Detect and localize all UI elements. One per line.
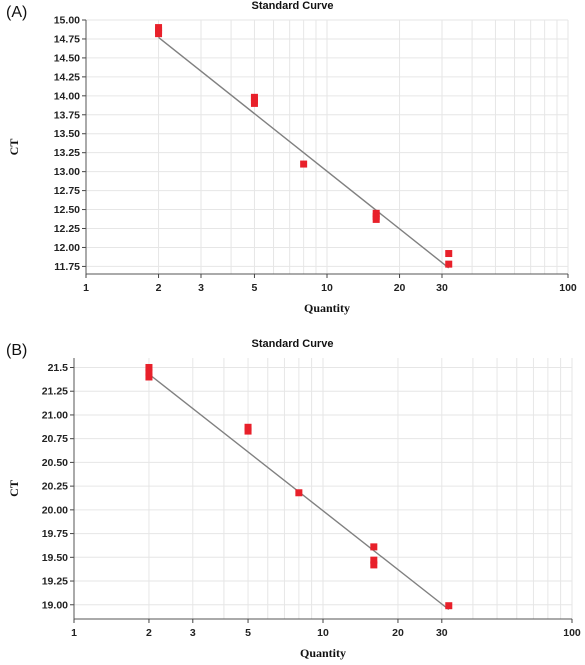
chart-panel-b: (B) Standard Curve 21.5 21.25 21.00 20.75 20… <box>0 338 585 665</box>
x-tick-label: 30 <box>436 282 448 294</box>
y-tick-label: 12.25 <box>54 223 80 235</box>
data-point <box>445 260 453 268</box>
data-point <box>370 556 378 564</box>
y-tick-label: 12.75 <box>54 185 80 197</box>
data-point <box>244 423 252 431</box>
data-point <box>145 368 153 376</box>
y-tick-label: 20.00 <box>42 504 68 516</box>
y-tick-label: 20.50 <box>42 457 68 469</box>
x-tick-label: 2 <box>156 282 162 294</box>
x-tick-label: 30 <box>436 627 448 639</box>
y-tick-label: 13.00 <box>54 166 80 178</box>
data-point <box>370 561 378 569</box>
chart-panel-a: (A) Standard Curve 15.00 14.75 14.50 14.25 1… <box>0 0 585 330</box>
chart-plot: 21.5 21.25 21.00 20.75 20.50 20.25 20.00 19.75 1… <box>7 358 581 660</box>
data-point <box>250 99 258 107</box>
x-tick-label: 3 <box>198 282 204 294</box>
data-point <box>244 427 252 435</box>
y-tick-label: 13.50 <box>54 128 80 140</box>
data-point <box>145 373 153 381</box>
y-tick-label: 21.25 <box>42 386 68 398</box>
y-tick-label: 19.00 <box>42 599 68 611</box>
x-axis-title: Quantity <box>304 301 350 315</box>
y-tick-label: 14.25 <box>54 71 80 83</box>
y-tick-label: 14.00 <box>54 90 80 102</box>
x-tick-label: 1 <box>83 282 89 294</box>
y-axis-title: CT <box>7 480 21 497</box>
data-point <box>300 160 308 168</box>
x-tick-label: 10 <box>321 282 333 294</box>
data-point <box>155 30 163 38</box>
x-tick-label: 100 <box>563 627 581 639</box>
x-tick-label: 5 <box>245 627 251 639</box>
y-tick-label: 13.25 <box>54 147 80 159</box>
x-tick-label: 20 <box>394 282 406 294</box>
chart-title: Standard Curve <box>251 0 334 12</box>
chart-plot: 15.00 14.75 14.50 14.25 14.00 13.75 13.50 13.25… <box>7 15 577 316</box>
y-tick-label: 21.00 <box>42 409 68 421</box>
y-tick-label: 13.75 <box>54 109 80 121</box>
x-axis-title: Quantity <box>300 646 346 660</box>
data-point <box>445 602 453 610</box>
data-point <box>372 215 380 223</box>
y-tick-label: 19.50 <box>42 552 68 564</box>
x-tick-label: 10 <box>317 627 329 639</box>
y-tick-label: 19.75 <box>42 528 68 540</box>
panel-label: (B) <box>6 342 28 359</box>
data-point <box>445 250 453 258</box>
panel-label: (A) <box>6 4 28 21</box>
data-point <box>370 543 378 551</box>
x-tick-label: 1 <box>71 627 77 639</box>
y-axis-title: CT <box>7 139 21 156</box>
y-tick-label: 11.75 <box>54 261 80 273</box>
x-tick-label: 100 <box>559 282 577 294</box>
y-tick-label: 14.50 <box>54 52 80 64</box>
y-tick-label: 20.75 <box>42 433 68 445</box>
fit-line <box>158 36 450 269</box>
y-tick-label: 12.50 <box>54 204 80 216</box>
chart-title: Standard Curve <box>251 338 334 350</box>
y-tick-label: 20.25 <box>42 481 68 493</box>
x-tick-label: 3 <box>190 627 196 639</box>
y-tick-label: 21.5 <box>48 362 69 374</box>
y-tick-label: 19.25 <box>42 576 68 588</box>
x-tick-label: 5 <box>252 282 258 294</box>
y-tick-label: 14.75 <box>54 33 80 45</box>
x-tick-label: 20 <box>392 627 404 639</box>
y-tick-label: 12.00 <box>54 242 80 254</box>
data-point <box>145 363 153 371</box>
data-point <box>295 489 303 497</box>
y-tick-label: 15.00 <box>54 15 80 27</box>
x-tick-label: 2 <box>146 627 152 639</box>
